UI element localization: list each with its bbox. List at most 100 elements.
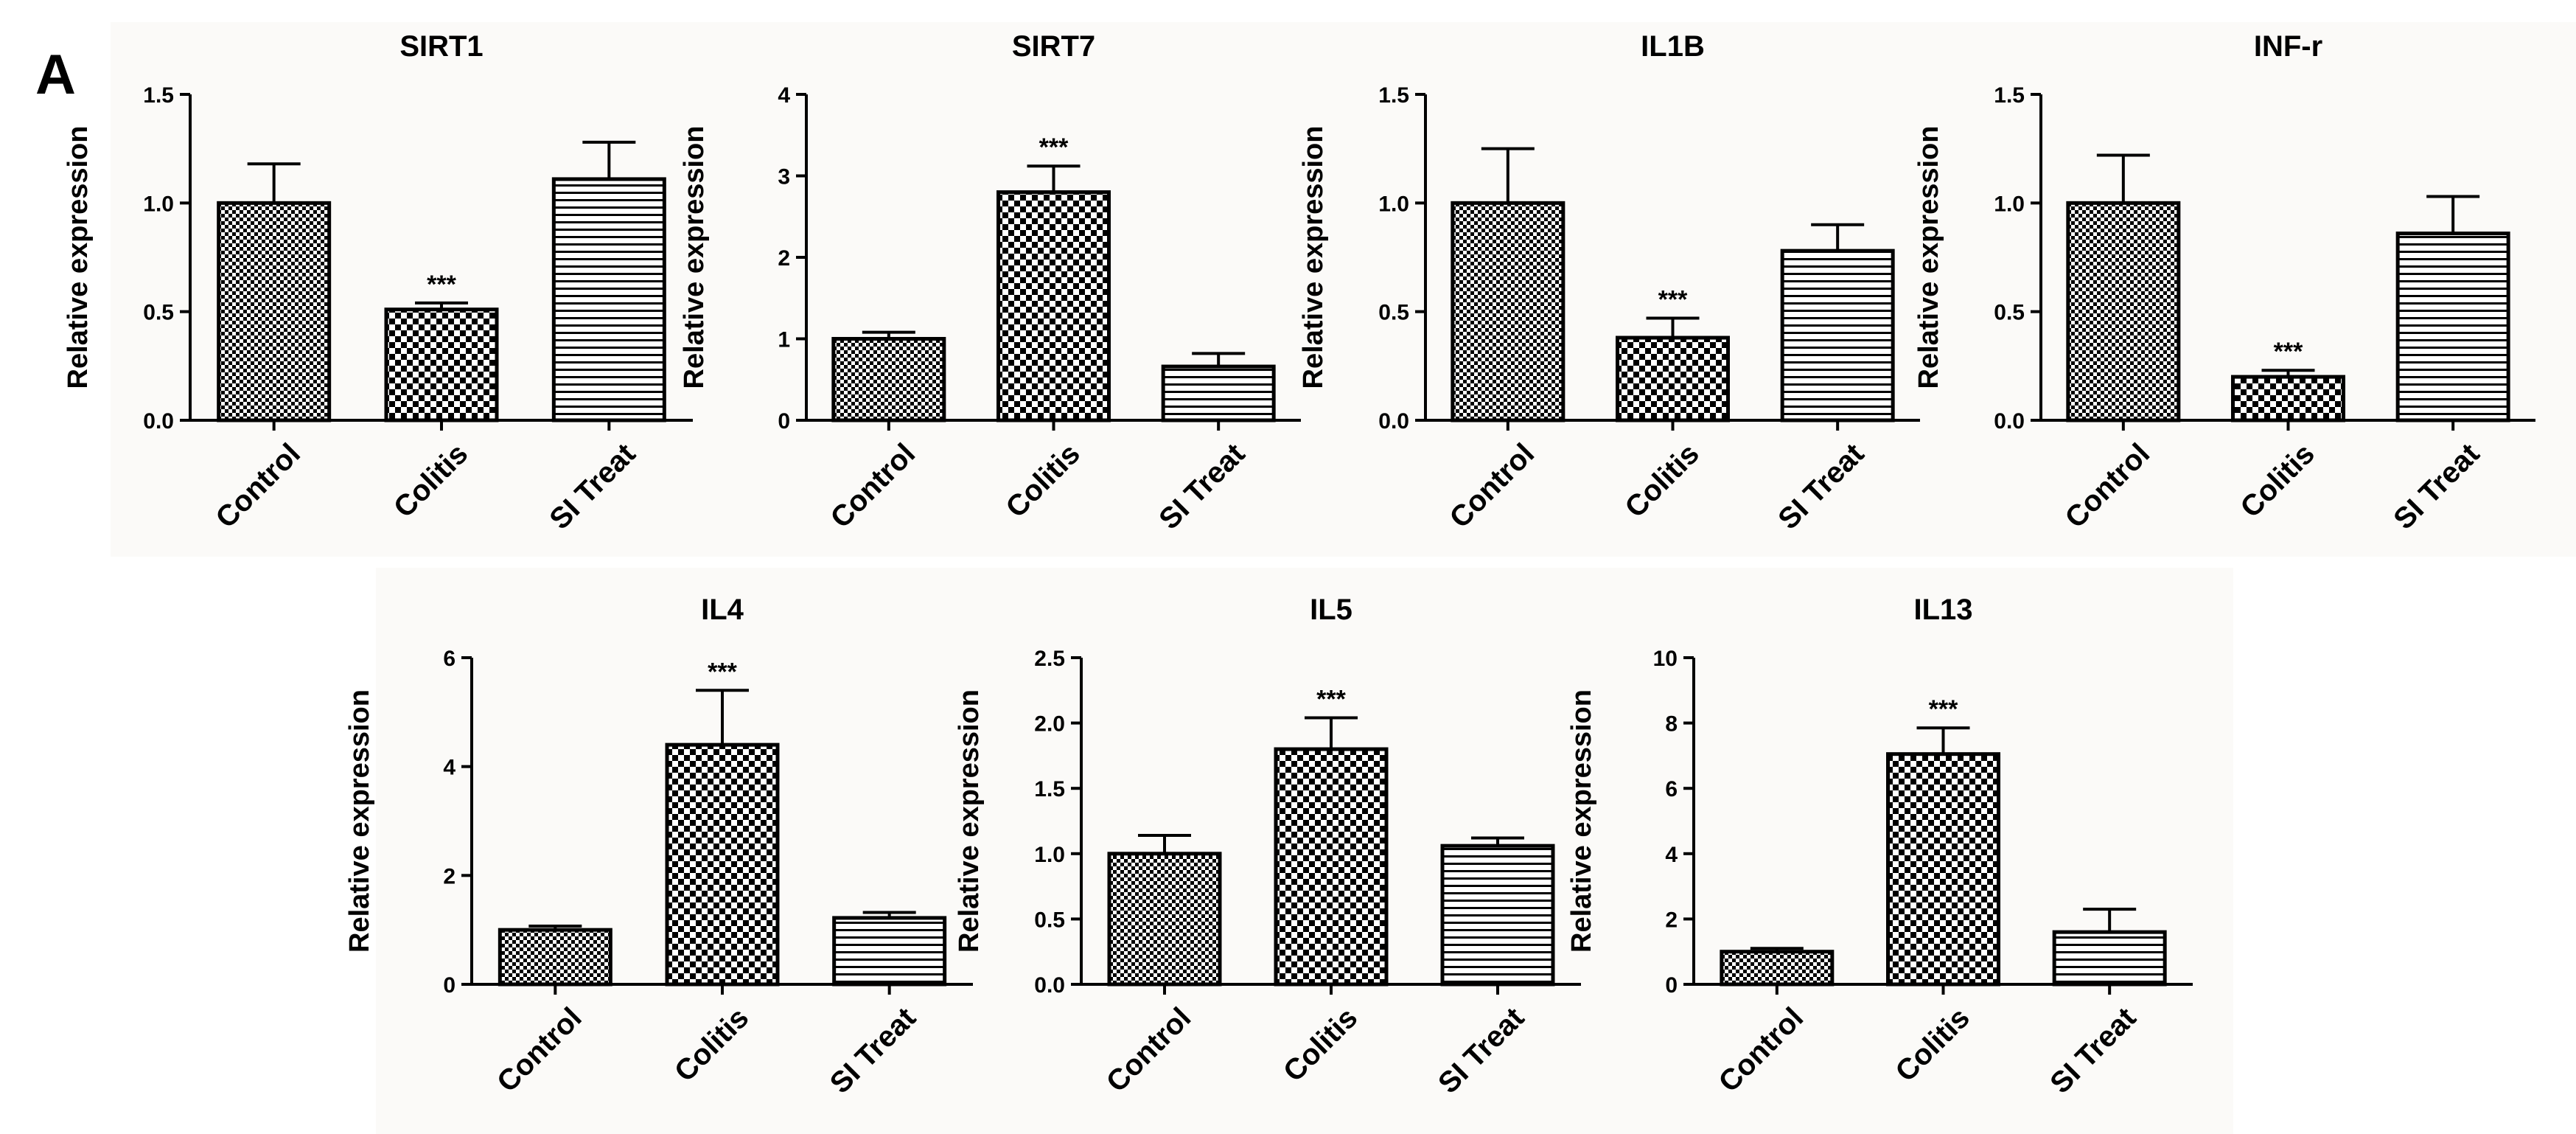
bar-control [217, 201, 332, 422]
y-tick-label: 0.5 [1994, 301, 2025, 325]
y-tick-label: 0.0 [1994, 409, 2025, 434]
x-tick-label: SI Treat [2387, 437, 2485, 535]
y-tick-label: 1.0 [1034, 843, 1065, 867]
x-tick-label: Colitis [2234, 437, 2321, 524]
bar-control [1107, 852, 1222, 987]
chart-sirt1: SIRT1 Relative expression 0.0 0.5 1.0 1.5 Cont… [63, 30, 693, 536]
bar-si-treat [2052, 930, 2167, 987]
y-tick-label: 2 [443, 864, 455, 888]
chart-title: INF-r [2254, 30, 2322, 63]
y-tick-label: 1.0 [1994, 192, 2025, 216]
x-tick-label: SI Treat [2044, 1001, 2142, 1099]
bar-colitis [2231, 375, 2345, 422]
x-tick-label: Colitis [1619, 437, 1706, 524]
y-tick-label: 1 [778, 328, 790, 352]
bar-control [1451, 201, 1566, 422]
significance-label: *** [1039, 133, 1069, 161]
chart-inf-r: INF-r Relative expression 0.0 0.5 1.0 1.5 Cont… [1913, 30, 2535, 536]
bar-si-treat [1780, 248, 1895, 422]
x-tick-label: Control [2059, 437, 2157, 535]
chart-title: IL4 [701, 594, 744, 626]
y-tick-label: 1.0 [1378, 192, 1409, 216]
chart-title: SIRT7 [1012, 30, 1095, 63]
x-tick-label: SI Treat [824, 1001, 922, 1099]
y-tick-label: 4 [1665, 843, 1678, 867]
x-tick-label: Control [491, 1001, 588, 1099]
bar-colitis [665, 742, 780, 987]
y-tick-label: 6 [443, 647, 455, 671]
bar-control [2066, 201, 2181, 422]
significance-label: *** [1658, 286, 1688, 314]
x-tick-label: SI Treat [543, 437, 641, 535]
bar-control [831, 337, 946, 422]
y-tick-label: 0 [443, 973, 455, 998]
y-tick-label: 1.5 [1034, 777, 1065, 801]
y-axis-label: Relative expression [63, 126, 94, 389]
y-tick-label: 8 [1665, 712, 1678, 737]
y-axis-label: Relative expression [1913, 126, 1944, 389]
chart-title: IL5 [1310, 594, 1352, 626]
bar-si-treat [1161, 364, 1276, 422]
x-tick-label: Colitis [1277, 1001, 1364, 1088]
bar-si-treat [551, 177, 666, 422]
chart-sirt7: SIRT7 Relative expression 0 1 2 3 4 Control *** C… [679, 30, 1301, 536]
bar-colitis [1616, 335, 1730, 422]
bar-si-treat [1440, 843, 1555, 987]
y-axis-label: Relative expression [1566, 689, 1597, 953]
y-tick-label: 0.5 [143, 301, 174, 325]
y-tick-label: 1.5 [1378, 83, 1409, 108]
x-tick-label: SI Treat [1772, 437, 1870, 535]
significance-label: *** [2274, 338, 2303, 366]
y-tick-label: 0.0 [143, 409, 174, 434]
y-tick-label: 1.0 [143, 192, 174, 216]
chart-il13: IL13 Relative expression 0 2 4 6 8 10 Control ***… [1566, 594, 2193, 1100]
chart-title: IL1B [1641, 30, 1705, 63]
chart-il5: IL5 Relative expression 0.0 0.5 1.0 1.5 2.0 2.5… [954, 594, 1581, 1100]
y-tick-label: 1.5 [1994, 83, 2025, 108]
y-tick-label: 0.5 [1034, 908, 1065, 932]
significance-label: *** [1316, 686, 1346, 714]
x-tick-label: Colitis [1889, 1001, 1976, 1088]
x-tick-label: Control [209, 437, 307, 535]
chart-title: SIRT1 [399, 30, 483, 63]
x-tick-label: Colitis [999, 437, 1086, 524]
bar-colitis [1886, 752, 2000, 987]
panel-label: A [35, 44, 76, 106]
chart-title: IL13 [1913, 594, 1972, 626]
bar-control [1720, 950, 1835, 987]
y-tick-label: 2.5 [1034, 647, 1065, 671]
y-tick-label: 0 [1665, 973, 1678, 998]
bar-si-treat [832, 916, 947, 987]
y-tick-label: 2 [1665, 908, 1678, 932]
bar-colitis [1274, 747, 1389, 987]
significance-label: *** [1929, 695, 1958, 723]
chart-il4: IL4 Relative expression 0 2 4 6 Control *** Coli… [344, 594, 973, 1100]
y-axis-label: Relative expression [344, 689, 375, 953]
y-tick-label: 0.0 [1034, 973, 1065, 998]
y-tick-label: 0.0 [1378, 409, 1409, 434]
y-axis-label: Relative expression [954, 689, 985, 953]
y-tick-label: 4 [443, 756, 455, 780]
y-axis-label: Relative expression [1298, 126, 1329, 389]
bar-control [498, 928, 612, 987]
x-tick-label: Control [825, 437, 922, 535]
x-tick-label: SI Treat [1153, 437, 1251, 535]
x-tick-label: Colitis [669, 1001, 755, 1088]
y-tick-label: 0.5 [1378, 301, 1409, 325]
x-tick-label: Control [1444, 437, 1541, 535]
y-tick-label: 3 [778, 165, 790, 189]
x-tick-label: Control [1100, 1001, 1198, 1099]
y-tick-label: 4 [778, 83, 790, 108]
bar-si-treat [2395, 232, 2510, 422]
y-tick-label: 10 [1653, 647, 1678, 671]
y-tick-label: 2 [778, 246, 790, 271]
y-tick-label: 0 [778, 409, 790, 434]
bar-colitis [996, 190, 1111, 422]
y-tick-label: 2.0 [1034, 712, 1065, 737]
significance-label: *** [427, 271, 456, 299]
bar-colitis [384, 307, 499, 422]
significance-label: *** [708, 658, 737, 686]
x-tick-label: Colitis [388, 437, 475, 524]
